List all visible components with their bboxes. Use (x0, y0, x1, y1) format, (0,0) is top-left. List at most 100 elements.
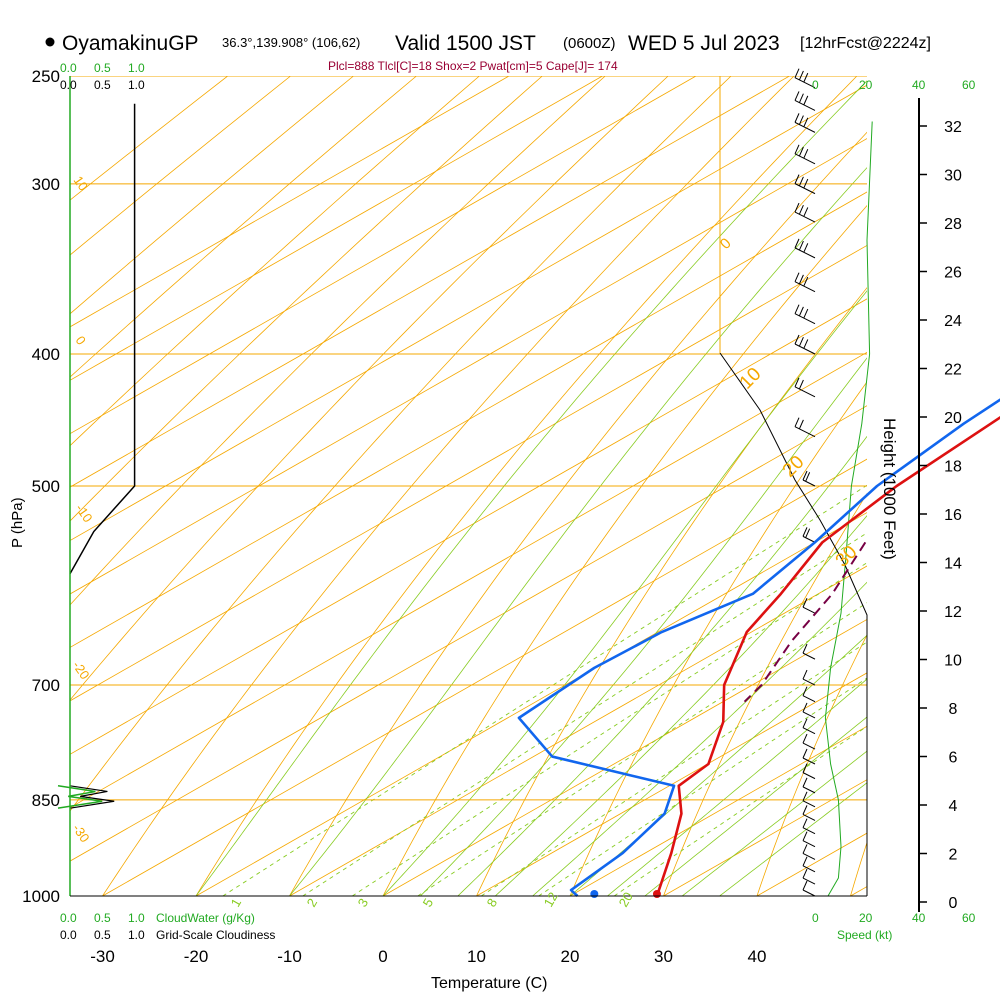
mixing-ratio-label: 8 (484, 896, 501, 910)
wind-barb (802, 669, 816, 686)
wind-barb-flag (803, 117, 809, 127)
wind-barb-flag (794, 91, 800, 101)
dry-adiabat-label: 0 (73, 333, 89, 348)
wind-barb-staff (794, 426, 816, 438)
isotherm (70, 76, 510, 328)
wind-barb (802, 718, 816, 735)
cloudiness-profile (69, 103, 136, 575)
speed-top-tick-0: 0 (812, 78, 819, 92)
wind-barb (794, 304, 816, 325)
wind-barb (802, 702, 816, 719)
wind-barb-staff (802, 535, 816, 543)
wind-barb-staff (794, 183, 816, 195)
height-tick-label: 32 (944, 119, 962, 136)
wind-barb (794, 272, 816, 293)
wind-barb (802, 686, 816, 703)
wind-barb (802, 643, 816, 660)
wind-barb-flag (798, 274, 804, 285)
wind-barb-flag (794, 272, 800, 282)
wind-barb-staff (802, 742, 816, 750)
wind-barb-staff (794, 313, 816, 325)
upper-boundary-line (719, 352, 868, 896)
wind-barb-flag (802, 669, 808, 680)
wind-barb-flag (798, 146, 804, 157)
wind-barb-staff (802, 652, 816, 660)
wind-barb-flag (794, 238, 800, 249)
wind-barb-staff (802, 877, 816, 885)
mixing-ratio-label: 2 (304, 896, 321, 910)
wind-barb-staff (794, 343, 816, 355)
sounding-profiles (57, 68, 1000, 898)
dry-adiabat-label: -10 (73, 501, 96, 525)
height-tick-label: 28 (944, 216, 962, 233)
wind-barb-flag (802, 733, 808, 744)
wind-barb-flag (794, 377, 800, 387)
wind-barb (802, 805, 816, 821)
wind-barb (794, 144, 816, 165)
wind-barb-flag (805, 472, 811, 482)
isotherm (382, 618, 867, 896)
wind-barb-staff (802, 800, 816, 808)
mixing-ratio-line (417, 602, 867, 896)
wind-barb (802, 527, 816, 543)
wind-barb (794, 68, 816, 89)
cloudwater-profile (57, 785, 103, 809)
wind-barb-staff (802, 786, 816, 794)
wind-barb (802, 777, 816, 794)
station-name: OyamakinuGP (62, 32, 199, 55)
wind-barb (802, 831, 816, 848)
wind-speed-profile (824, 121, 873, 897)
mixing-ratio-line (302, 532, 867, 896)
wind-barb (794, 113, 816, 133)
dewpoint-profile (517, 398, 1000, 897)
height-tick-label: 0 (949, 895, 958, 912)
wind-barb-flag (802, 777, 808, 788)
station-marker-icon (45, 37, 55, 47)
wind-barb (794, 417, 816, 438)
wind-barb (802, 748, 816, 765)
bottom-cloudwater-tick-0: 0.0 (60, 911, 77, 925)
wind-barb-flag (794, 304, 800, 314)
wind-barb-flag (802, 831, 808, 841)
wind-barb-staff (802, 678, 816, 686)
mixing-ratio-label: 5 (420, 896, 437, 910)
height-tick-label: 26 (944, 265, 962, 282)
wind-barb-flag (803, 178, 809, 189)
wind-barb-flag (794, 417, 800, 427)
bottom-cloudiness-tick-0: 0.0 (60, 928, 77, 942)
dry-adiabat-label: -30 (70, 821, 93, 845)
speed-top-tick-3: 60 (962, 78, 976, 92)
dry-adiabat (70, 76, 669, 701)
wind-barb (802, 791, 816, 808)
wind-barb-flag (802, 880, 808, 891)
wind-barb-flag (794, 113, 800, 123)
wind-barb-flag (802, 868, 808, 879)
dry-adiabat (70, 76, 732, 812)
dry-adiabat (663, 492, 867, 896)
speed-bottom-tick-1: 20 (859, 911, 873, 925)
isotherm (70, 76, 603, 381)
speed-top-tick-2: 40 (912, 78, 926, 92)
valid-date: WED 5 Jul 2023 (628, 32, 780, 55)
top-cloudwater-tick-2: 1.0 (128, 61, 145, 75)
wind-barb-staff (794, 121, 816, 133)
speed-bottom-tick-2: 40 (912, 911, 926, 925)
wind-barb (802, 868, 816, 885)
moist-adiabat (382, 290, 867, 896)
wind-barb-flag (803, 148, 809, 159)
wind-barb-flag (794, 202, 800, 213)
dry-adiabat (476, 287, 867, 896)
dry-adiabat (289, 131, 867, 896)
dry-adiabat (70, 76, 606, 606)
wind-barb-flag (802, 686, 808, 696)
y-axis-label: P (hPa) (9, 497, 26, 548)
moist-adiabat (644, 716, 867, 896)
wind-barb-staff (802, 711, 816, 719)
speed-bottom-tick-0: 0 (812, 911, 819, 925)
wind-barb-flag (803, 276, 809, 287)
wind-barb-staff (802, 827, 816, 835)
wind-barb-flag (798, 115, 804, 125)
wind-barb-staff (802, 852, 816, 860)
isotherm (195, 512, 867, 896)
